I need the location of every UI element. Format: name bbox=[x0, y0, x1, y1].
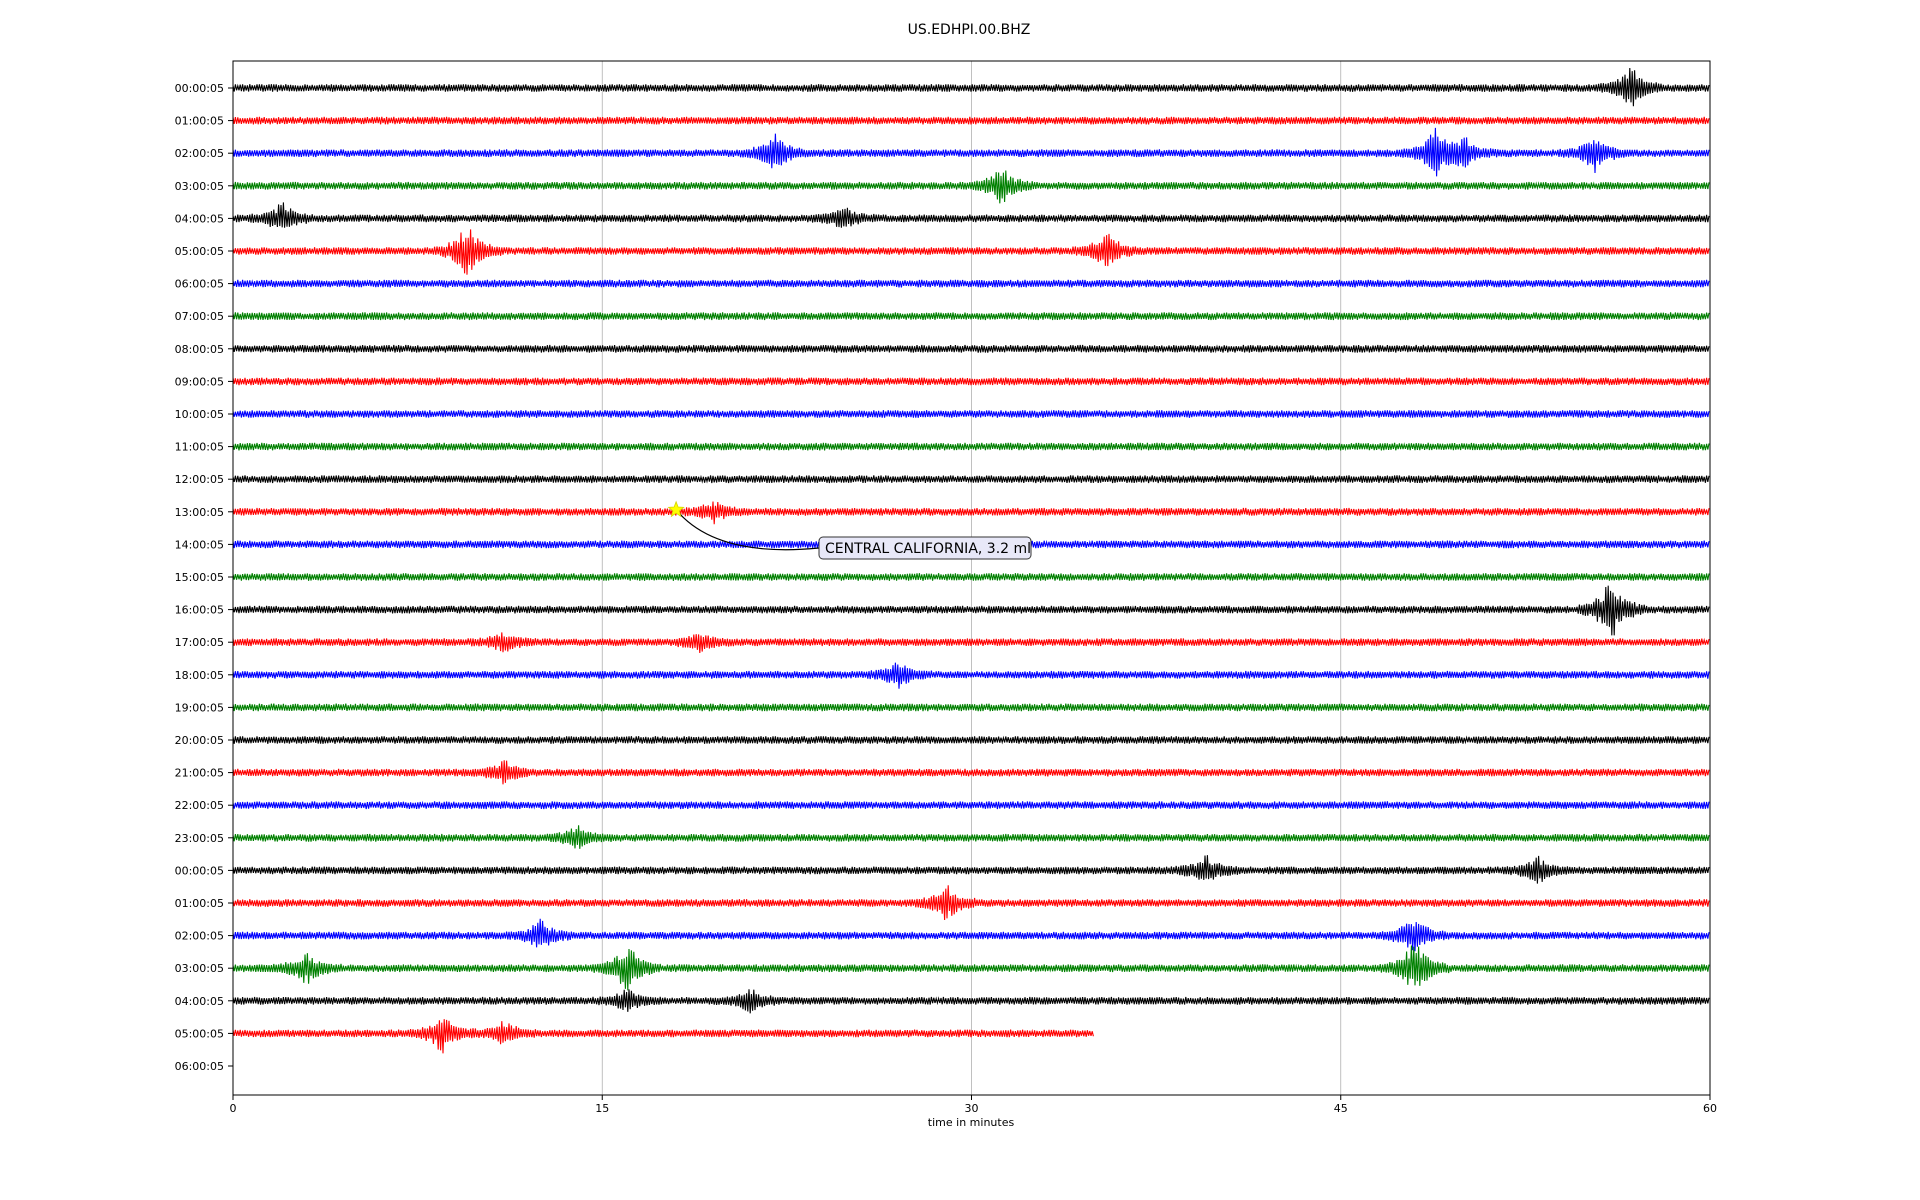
trace-line bbox=[232, 800, 1710, 810]
row-label: 11:00:05 bbox=[175, 441, 224, 454]
row-label: 02:00:05 bbox=[175, 930, 224, 943]
trace-line bbox=[232, 825, 1710, 849]
x-axis-label: time in minutes bbox=[928, 1116, 1015, 1129]
trace-line bbox=[232, 989, 1710, 1014]
trace-line bbox=[232, 127, 1710, 177]
row-label: 18:00:05 bbox=[175, 669, 224, 682]
trace-line bbox=[232, 760, 1710, 785]
trace-line bbox=[232, 501, 1710, 525]
trace-line bbox=[232, 170, 1710, 204]
trace-line bbox=[232, 918, 1710, 952]
row-label: 02:00:05 bbox=[175, 147, 224, 160]
trace-line bbox=[232, 279, 1710, 288]
row-label: 08:00:05 bbox=[175, 343, 224, 356]
row-label: 15:00:05 bbox=[175, 571, 224, 584]
trace-line bbox=[232, 945, 1710, 991]
trace-line bbox=[232, 116, 1710, 126]
x-axis-ticks: 0 15 30 45 60 bbox=[230, 1095, 1717, 1115]
trace-line bbox=[232, 885, 1710, 921]
trace-line bbox=[232, 632, 1710, 654]
trace-line bbox=[232, 442, 1710, 452]
trace-line bbox=[232, 409, 1710, 419]
row-label: 00:00:05 bbox=[175, 82, 224, 95]
chart-title: US.EDHPI.00.BHZ bbox=[908, 22, 1031, 38]
row-label: 03:00:05 bbox=[175, 962, 224, 975]
x-tick-label: 60 bbox=[1703, 1102, 1717, 1115]
row-label: 06:00:05 bbox=[175, 1060, 224, 1073]
row-label: 04:00:05 bbox=[175, 995, 224, 1008]
trace-line bbox=[232, 572, 1710, 582]
row-label: 14:00:05 bbox=[175, 538, 224, 551]
trace-line bbox=[232, 735, 1710, 745]
row-label: 05:00:05 bbox=[175, 245, 224, 258]
trace-line bbox=[232, 311, 1710, 321]
row-label: 20:00:05 bbox=[175, 734, 224, 747]
row-label: 19:00:05 bbox=[175, 701, 224, 714]
trace-line bbox=[232, 585, 1710, 636]
row-label: 05:00:05 bbox=[175, 1027, 224, 1040]
x-tick-label: 30 bbox=[965, 1102, 979, 1115]
row-label: 21:00:05 bbox=[175, 767, 224, 780]
x-tick-label: 0 bbox=[230, 1102, 237, 1115]
trace-line bbox=[232, 662, 1710, 689]
row-label: 01:00:05 bbox=[175, 897, 224, 910]
row-label: 09:00:05 bbox=[175, 375, 224, 388]
x-tick-label: 45 bbox=[1334, 1102, 1348, 1115]
trace-line bbox=[232, 202, 1710, 228]
event-annotations: CENTRAL CALIFORNIA, 3.2 ml bbox=[667, 500, 1032, 560]
trace-line bbox=[232, 855, 1710, 884]
row-label: 04:00:05 bbox=[175, 212, 224, 225]
event-label-box bbox=[818, 536, 1032, 560]
row-label: 22:00:05 bbox=[175, 799, 224, 812]
row-label: 03:00:05 bbox=[175, 180, 224, 193]
x-tick-label: 15 bbox=[595, 1102, 609, 1115]
row-label: 12:00:05 bbox=[175, 473, 224, 486]
row-label: 10:00:05 bbox=[175, 408, 224, 421]
trace-line bbox=[232, 703, 1710, 712]
trace-line bbox=[232, 474, 1710, 484]
row-label: 07:00:05 bbox=[175, 310, 224, 323]
row-label: 13:00:05 bbox=[175, 506, 224, 519]
row-labels: 00:00:05 01:00:05 02:00:05 03:00:05 04:00:05… bbox=[175, 82, 233, 1073]
event-star-icon bbox=[667, 500, 685, 518]
trace-line bbox=[232, 344, 1710, 354]
row-label: 06:00:05 bbox=[175, 278, 224, 291]
row-label: 17:00:05 bbox=[175, 636, 224, 649]
trace-line bbox=[232, 229, 1710, 275]
event-label: CENTRAL CALIFORNIA, 3.2 ml bbox=[825, 541, 1031, 557]
row-label: 23:00:05 bbox=[175, 832, 224, 845]
event-leader-line bbox=[675, 509, 820, 551]
trace-line bbox=[232, 67, 1710, 107]
row-label: 00:00:05 bbox=[175, 864, 224, 877]
row-label: 16:00:05 bbox=[175, 604, 224, 617]
trace-line bbox=[232, 377, 1710, 386]
row-label: 01:00:05 bbox=[175, 115, 224, 128]
trace-line bbox=[232, 1019, 1094, 1054]
